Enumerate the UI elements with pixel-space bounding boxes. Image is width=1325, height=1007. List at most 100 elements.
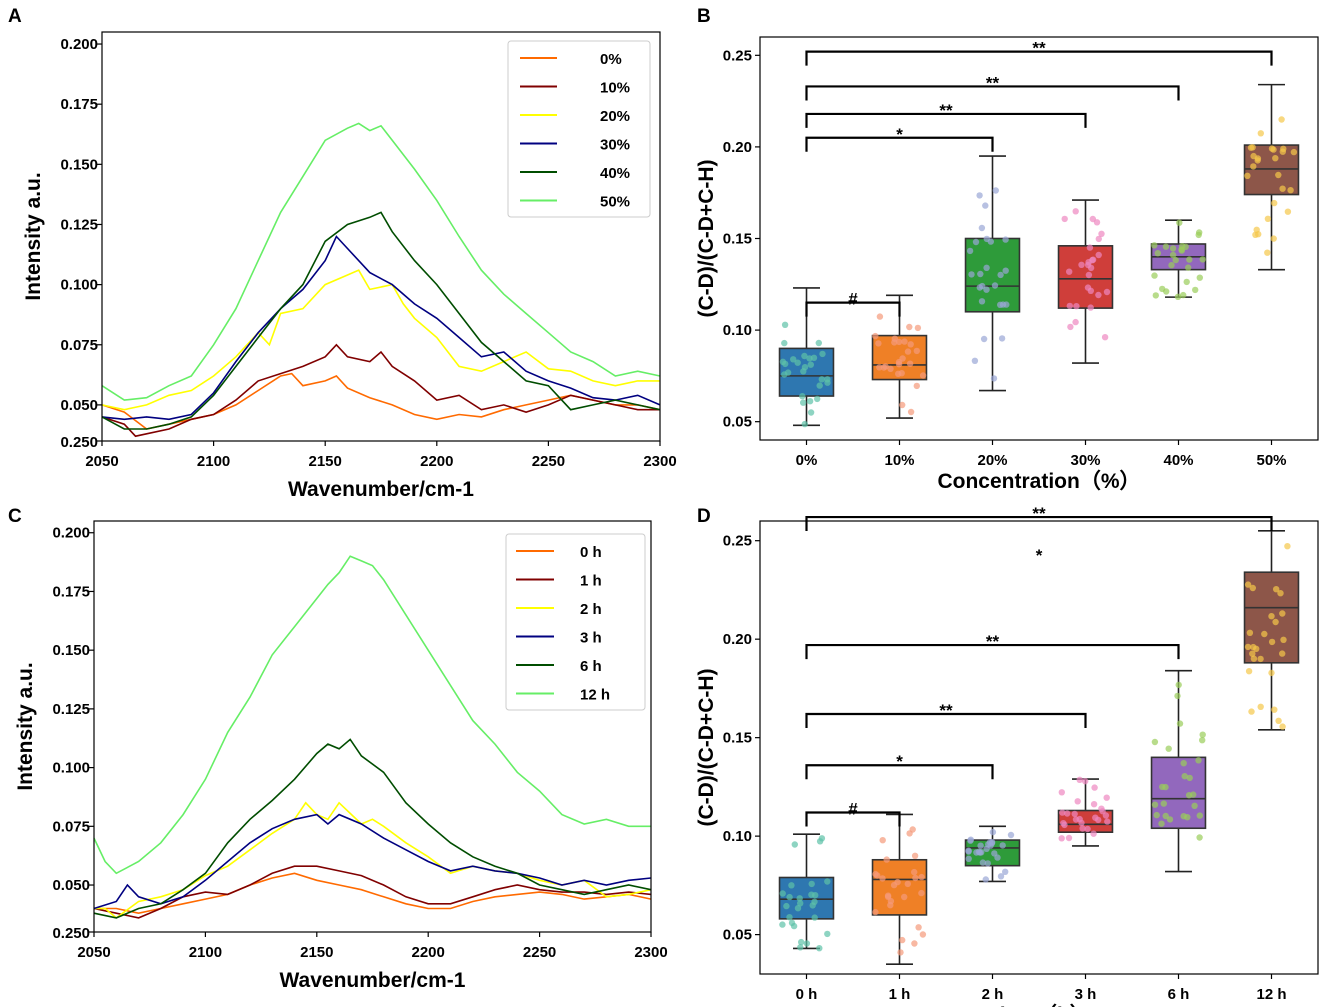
data-point bbox=[875, 340, 882, 347]
data-point bbox=[1153, 811, 1160, 819]
data-point bbox=[1186, 774, 1193, 782]
data-point bbox=[1245, 668, 1253, 675]
panel-letter: A bbox=[8, 6, 22, 27]
x-tick-label: 50% bbox=[1256, 452, 1286, 469]
y-tick-label: 0.050 bbox=[60, 397, 98, 414]
data-point bbox=[1255, 231, 1262, 238]
legend-label: 40% bbox=[600, 165, 630, 182]
data-point bbox=[1268, 638, 1276, 646]
data-point bbox=[1185, 792, 1193, 799]
data-point bbox=[819, 350, 826, 358]
data-point bbox=[983, 264, 990, 271]
y-tick-label: 0.125 bbox=[60, 216, 98, 233]
data-point bbox=[972, 238, 980, 246]
data-point bbox=[788, 919, 796, 927]
data-point bbox=[879, 837, 886, 844]
data-point bbox=[1087, 304, 1094, 311]
data-point bbox=[801, 420, 808, 428]
data-point bbox=[989, 828, 997, 836]
data-point bbox=[976, 192, 983, 199]
x-tick-label: 2050 bbox=[85, 453, 118, 470]
box bbox=[1057, 245, 1114, 309]
data-point bbox=[1159, 783, 1166, 791]
data-point bbox=[790, 356, 797, 363]
data-point bbox=[1254, 157, 1261, 164]
x-tick-label: 40% bbox=[1163, 452, 1193, 469]
data-point bbox=[990, 375, 998, 382]
y-tick-label: 0.10 bbox=[723, 322, 752, 339]
y-tick-label: 0.100 bbox=[60, 277, 98, 294]
legend-box bbox=[507, 40, 651, 218]
data-point bbox=[1246, 629, 1254, 636]
data-point bbox=[997, 873, 1005, 880]
significance-bracket: ** bbox=[805, 632, 1180, 660]
legend-label: 0% bbox=[600, 51, 622, 68]
y-tick-label: 0.25 bbox=[723, 533, 752, 550]
data-point bbox=[872, 332, 879, 340]
data-point bbox=[901, 338, 908, 345]
data-point bbox=[1002, 868, 1009, 875]
data-point bbox=[991, 282, 999, 289]
data-point bbox=[1151, 242, 1158, 249]
data-point bbox=[872, 870, 879, 878]
data-point bbox=[1181, 773, 1188, 780]
plot-frame bbox=[93, 520, 652, 933]
data-point bbox=[1071, 810, 1078, 818]
data-point bbox=[1270, 146, 1277, 153]
data-point bbox=[1072, 816, 1080, 823]
data-point bbox=[980, 335, 988, 343]
data-point bbox=[807, 409, 815, 416]
data-point bbox=[1059, 809, 1066, 816]
y-tick-label: 0.15 bbox=[723, 231, 752, 248]
data-point bbox=[1196, 274, 1204, 281]
data-point bbox=[1002, 236, 1009, 243]
box-group bbox=[964, 825, 1021, 883]
data-point bbox=[1280, 145, 1287, 152]
data-point bbox=[1066, 302, 1074, 310]
significance-label: # bbox=[848, 290, 858, 309]
data-point bbox=[1192, 286, 1199, 294]
data-point bbox=[978, 224, 986, 232]
data-point bbox=[914, 324, 922, 332]
data-point bbox=[1199, 256, 1206, 263]
data-point bbox=[979, 859, 987, 866]
data-point bbox=[872, 908, 879, 916]
data-point bbox=[799, 393, 806, 400]
significance-label: # bbox=[848, 799, 858, 818]
legend-label: 20% bbox=[600, 108, 630, 125]
data-point bbox=[876, 364, 883, 371]
bracket-line bbox=[805, 712, 1087, 729]
data-point bbox=[1058, 789, 1066, 796]
box bbox=[1150, 756, 1207, 830]
x-tick-label: 30% bbox=[1070, 452, 1100, 469]
data-point bbox=[895, 361, 903, 368]
data-point bbox=[1272, 618, 1279, 626]
data-point bbox=[977, 270, 984, 278]
box-group bbox=[964, 155, 1021, 392]
data-point bbox=[781, 339, 788, 347]
data-point bbox=[988, 838, 996, 846]
legend-label: 6 h bbox=[580, 658, 602, 675]
x-tick-label: 2300 bbox=[643, 453, 676, 470]
data-point bbox=[1064, 810, 1071, 817]
data-point bbox=[915, 924, 922, 931]
y-tick-label: 0.250 bbox=[60, 434, 98, 451]
box-group bbox=[1243, 83, 1300, 271]
y-axis-label: Intensity a.u. bbox=[22, 172, 45, 300]
data-point bbox=[1166, 816, 1174, 823]
data-point bbox=[1176, 219, 1183, 226]
data-point bbox=[1180, 760, 1187, 767]
data-point bbox=[983, 845, 990, 852]
data-point bbox=[984, 860, 991, 867]
x-tick-label: 3 h bbox=[1075, 986, 1097, 1003]
data-point bbox=[1095, 291, 1102, 299]
significance-label: ** bbox=[939, 701, 953, 720]
data-point bbox=[1089, 256, 1097, 263]
y-tick-label: 0.25 bbox=[723, 47, 752, 64]
y-tick-label: 0.150 bbox=[60, 156, 98, 173]
panel-letter: C bbox=[8, 506, 22, 527]
box bbox=[1057, 809, 1114, 833]
data-point bbox=[975, 848, 983, 855]
data-point bbox=[1250, 643, 1257, 651]
series-line bbox=[93, 738, 652, 919]
